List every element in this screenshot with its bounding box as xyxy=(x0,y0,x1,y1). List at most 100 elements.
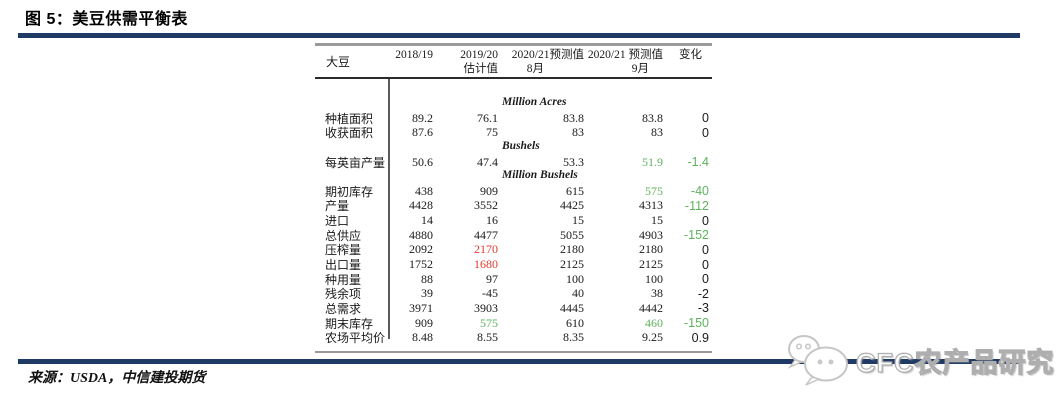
row-label: 总供应 xyxy=(325,228,362,243)
watermark: CFC农产品研究 xyxy=(782,331,1055,389)
value-cell: 0 xyxy=(702,272,709,287)
value-cell: 14 xyxy=(421,213,433,228)
value-cell: 15 xyxy=(572,213,584,228)
row-label: 总需求 xyxy=(325,301,362,316)
value-cell: 3903 xyxy=(474,300,498,315)
table-row: 残余项 39 -45 40 38 -2 xyxy=(315,285,712,302)
unit-section-row: Million Acres xyxy=(502,96,567,108)
value-cell: 0 xyxy=(702,242,709,257)
value-cell: 50.6 xyxy=(412,154,433,169)
value-cell: 610 xyxy=(566,315,584,330)
value-cell: 8.48 xyxy=(412,330,433,345)
soybean-balance-table: 大豆 2018/19 2019/20 估计值 2020/21预测值 8月 202… xyxy=(315,43,712,353)
value-cell: 9.25 xyxy=(642,330,663,345)
table-row: 种用量 88 97 100 100 0 xyxy=(315,271,712,287)
value-cell: 438 xyxy=(415,183,433,198)
value-cell: 575 xyxy=(480,315,498,330)
header-product-label: 大豆 xyxy=(326,55,351,69)
value-cell: 5055 xyxy=(560,227,584,242)
table-row: 期初库存 438 909 615 575 -40 xyxy=(315,183,712,199)
table-row: 出口量 1752 1680 2125 2125 0 xyxy=(315,256,712,272)
value-cell: 83.8 xyxy=(563,110,584,125)
value-cell: 0.9 xyxy=(691,330,709,345)
value-cell: 76.1 xyxy=(477,110,498,125)
row-label: 每英亩产量 xyxy=(325,155,386,170)
table-row: 收获面积 87.6 75 83 83 0 xyxy=(315,124,712,140)
value-cell: -150 xyxy=(683,316,709,331)
table-row: 期末库存 909 575 610 460 -150 xyxy=(315,315,712,331)
value-cell: 909 xyxy=(415,315,433,330)
row-label: 压榨量 xyxy=(325,243,362,258)
value-cell: 2180 xyxy=(639,242,663,257)
column-divider-line xyxy=(388,79,390,339)
value-cell: 1752 xyxy=(409,257,433,272)
row-label: 农场平均价 xyxy=(325,331,386,346)
value-cell: 4477 xyxy=(474,227,498,242)
table-row: 农场平均价 8.48 8.55 8.35 9.25 0.9 xyxy=(315,329,712,346)
value-cell: 909 xyxy=(480,183,498,198)
unit-section-row: Million Bushels xyxy=(502,169,578,182)
value-cell: 3552 xyxy=(474,198,498,213)
header-col-year: 2018/19 xyxy=(395,49,433,61)
table-header-row: 大豆 2018/19 2019/20 估计值 2020/21预测值 8月 202… xyxy=(315,46,712,79)
value-cell: 3971 xyxy=(409,300,433,315)
value-cell: 575 xyxy=(645,183,663,198)
header-col-change: 变化 xyxy=(667,46,712,77)
value-cell: 83 xyxy=(572,125,584,140)
value-cell: 2180 xyxy=(560,242,584,257)
bottom-rule-divider xyxy=(18,359,1020,364)
value-cell: 75 xyxy=(486,125,498,140)
value-cell: 460 xyxy=(645,315,663,330)
row-label: 种用量 xyxy=(325,272,362,287)
header-col-sub: 估计值 xyxy=(463,63,499,75)
value-cell: 87.6 xyxy=(412,125,433,140)
header-col-year: 2020/21 预测值 xyxy=(587,49,663,61)
row-label: 期初库存 xyxy=(325,184,374,199)
value-cell: 40 xyxy=(572,286,584,301)
value-cell: 100 xyxy=(566,271,584,286)
value-cell: 615 xyxy=(566,183,584,198)
table-body: Million Acres 种植面积 89.2 76.1 83.8 83.8 0 收获面积 87… xyxy=(315,79,712,351)
value-cell: -45 xyxy=(482,286,498,301)
value-cell: 53.3 xyxy=(563,154,584,169)
value-cell: -152 xyxy=(683,228,709,243)
value-cell: 16 xyxy=(486,213,498,228)
value-cell: -2 xyxy=(697,286,709,301)
value-cell: 88 xyxy=(421,271,433,286)
value-cell: 4425 xyxy=(560,198,584,213)
value-cell: 89.2 xyxy=(412,110,433,125)
value-cell: 2170 xyxy=(474,242,498,257)
header-col-sub: 8月 xyxy=(526,63,544,75)
table-row: 总需求 3971 3903 4445 4442 -3 xyxy=(315,300,712,316)
value-cell: -40 xyxy=(690,184,709,199)
wechat-icon xyxy=(787,335,848,386)
unit-section-row: Bushels xyxy=(502,139,540,152)
row-label: 种植面积 xyxy=(325,111,374,126)
value-cell: 8.35 xyxy=(563,330,584,345)
table-row: 种植面积 89.2 76.1 83.8 83.8 0 xyxy=(315,110,712,126)
header-col-sub: 9月 xyxy=(631,63,649,75)
row-label: 残余项 xyxy=(325,287,362,302)
source-attribution: 来源：USDA，中信建投期货 xyxy=(28,371,206,386)
value-cell: 0 xyxy=(702,257,709,272)
header-col-year: 2019/20 xyxy=(460,49,498,61)
table-row: 总供应 4880 4477 5055 4903 -152 xyxy=(315,227,712,243)
value-cell: 100 xyxy=(645,271,663,286)
value-cell: 38 xyxy=(651,286,663,301)
value-cell: 4442 xyxy=(639,300,663,315)
table-row: 进口 14 16 15 15 0 xyxy=(315,212,712,228)
value-cell: 1680 xyxy=(474,257,498,272)
header-col-year: 2020/21预测值 xyxy=(511,49,584,61)
header-col-2020-21-forecast-aug: 2020/21预测值 8月 xyxy=(502,46,588,77)
header-col-2020-21-forecast-sep: 2020/21 预测值 9月 xyxy=(588,46,667,77)
value-cell: 97 xyxy=(486,271,498,286)
value-cell: 2125 xyxy=(639,257,663,272)
value-cell: 83 xyxy=(651,125,663,140)
value-cell: 39 xyxy=(421,286,433,301)
figure-title: 图 5：美豆供需平衡表 xyxy=(25,11,188,28)
value-cell: 4428 xyxy=(409,198,433,213)
value-cell: 0 xyxy=(702,111,709,126)
value-cell: 0 xyxy=(702,213,709,228)
table-row: 产量 4428 3552 4425 4313 -112 xyxy=(315,197,712,213)
